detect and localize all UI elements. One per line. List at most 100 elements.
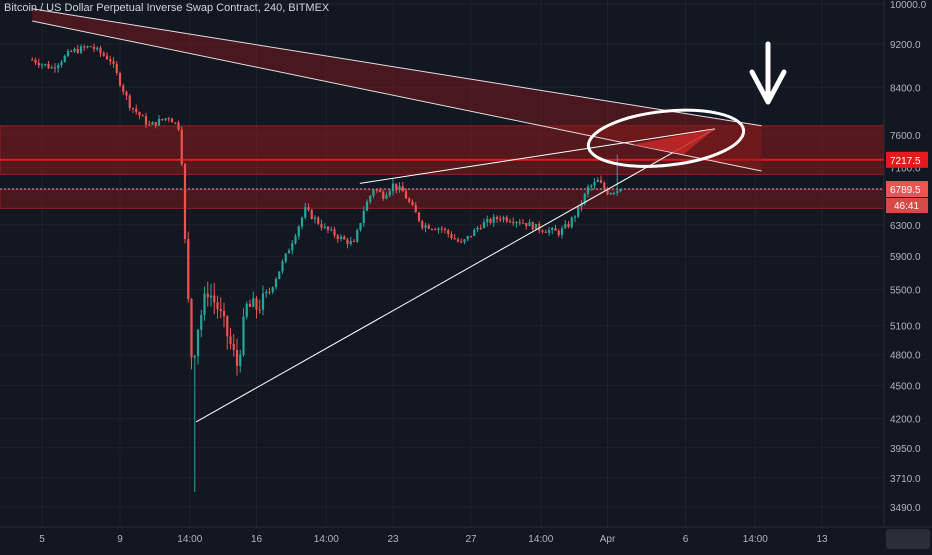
price-axis[interactable]: 10000.09200.08400.07600.07100.06800.0630… (884, 0, 932, 550)
candle-body (252, 298, 254, 307)
candle-body (499, 219, 501, 220)
candle-body (44, 64, 46, 65)
candle-body (376, 190, 378, 191)
candle-body (525, 223, 527, 226)
candle-body (385, 195, 387, 199)
candle-body (67, 51, 69, 56)
price-tick-label: 5500.0 (890, 286, 921, 297)
candle-body (64, 56, 66, 62)
candle-body (457, 239, 459, 241)
price-tick-label: 9200.0 (890, 40, 921, 51)
candle-body (125, 92, 127, 96)
candle-body (327, 227, 329, 230)
candle-body (103, 53, 105, 56)
price-tick-label: 3950.0 (890, 444, 921, 455)
time-tick-label: 14:00 (177, 534, 202, 545)
price-tick-label: 4200.0 (890, 415, 921, 426)
candle-body (116, 64, 118, 73)
price-tick-label: 8400.0 (890, 83, 921, 94)
candle-body (288, 250, 290, 253)
candle-body (509, 221, 511, 222)
candle-body (405, 191, 407, 198)
candle-body (177, 123, 179, 130)
candle-body (502, 217, 504, 219)
candle-body (431, 229, 433, 230)
candle-body (210, 296, 212, 298)
candle-body (571, 218, 573, 227)
price-tick-label: 6300.0 (890, 221, 921, 232)
candle-body (77, 49, 79, 53)
candle-body (350, 241, 352, 244)
candle-body (83, 46, 85, 47)
candle-body (476, 228, 478, 230)
candle-body (184, 164, 186, 239)
candle-body (551, 228, 553, 230)
candle-body (93, 47, 95, 49)
candle-body (402, 186, 404, 191)
candle-body (616, 191, 618, 193)
candle-body (171, 118, 173, 122)
candle-body (135, 109, 137, 112)
candle-body (444, 229, 446, 230)
time-tick-label: 23 (387, 534, 399, 545)
candle-body (554, 228, 556, 231)
candle-body (168, 118, 170, 119)
price-tick-label: 4500.0 (890, 382, 921, 393)
candle-body (434, 229, 436, 230)
candle-body (148, 125, 150, 126)
candle-body (229, 336, 231, 344)
candle-body (194, 356, 196, 357)
candle-body (564, 224, 566, 228)
time-tick-label: 27 (465, 534, 477, 545)
candle-body (567, 224, 569, 227)
candle-body (382, 192, 384, 199)
candle-body (454, 238, 456, 239)
candle-body (138, 112, 140, 115)
candle-body (236, 350, 238, 366)
candle-body (415, 205, 417, 212)
candle-body (437, 229, 439, 230)
candle-body (473, 230, 475, 236)
candle-body (590, 186, 592, 187)
candle-body (142, 115, 144, 116)
candle-body (203, 294, 205, 315)
candle-body (515, 222, 517, 223)
price-tick-label: 3710.0 (890, 474, 921, 485)
candle-body (392, 184, 394, 192)
candle-body (86, 46, 88, 47)
candle-body (281, 262, 283, 272)
time-axis[interactable]: 5 9 14:00 16 14:00 23 27 14:00 Apr 6 14:00 13 (0, 527, 932, 550)
candle-body (519, 222, 521, 223)
candle-body (307, 207, 309, 210)
time-tick-label: Apr (600, 534, 616, 545)
candle-body (548, 230, 550, 233)
candle-body (418, 213, 420, 221)
candle-body (428, 225, 430, 229)
candle-body (317, 218, 319, 224)
candle-body (298, 226, 300, 236)
candle-body (379, 190, 381, 192)
candle-body (613, 193, 615, 194)
candle-body (197, 330, 199, 356)
candle-body (353, 241, 355, 242)
candle-body (340, 237, 342, 239)
candle-body (545, 232, 547, 233)
candle-body (450, 234, 452, 238)
time-tick-label: 14:00 (314, 534, 339, 545)
candle-body (561, 228, 563, 235)
candle-body (483, 222, 485, 228)
price-tick-label: 10000.0 (890, 0, 927, 11)
candle-body (330, 229, 332, 230)
candle-body (216, 302, 218, 309)
candle-body (389, 191, 391, 195)
candle-body (164, 118, 166, 119)
candle-body (421, 221, 423, 228)
candle-body (242, 317, 244, 355)
price-tick-label: 7600.0 (890, 131, 921, 142)
candle-body (255, 298, 257, 309)
candle-body (447, 230, 449, 234)
candle-body (496, 217, 498, 219)
candle-body (174, 123, 176, 124)
